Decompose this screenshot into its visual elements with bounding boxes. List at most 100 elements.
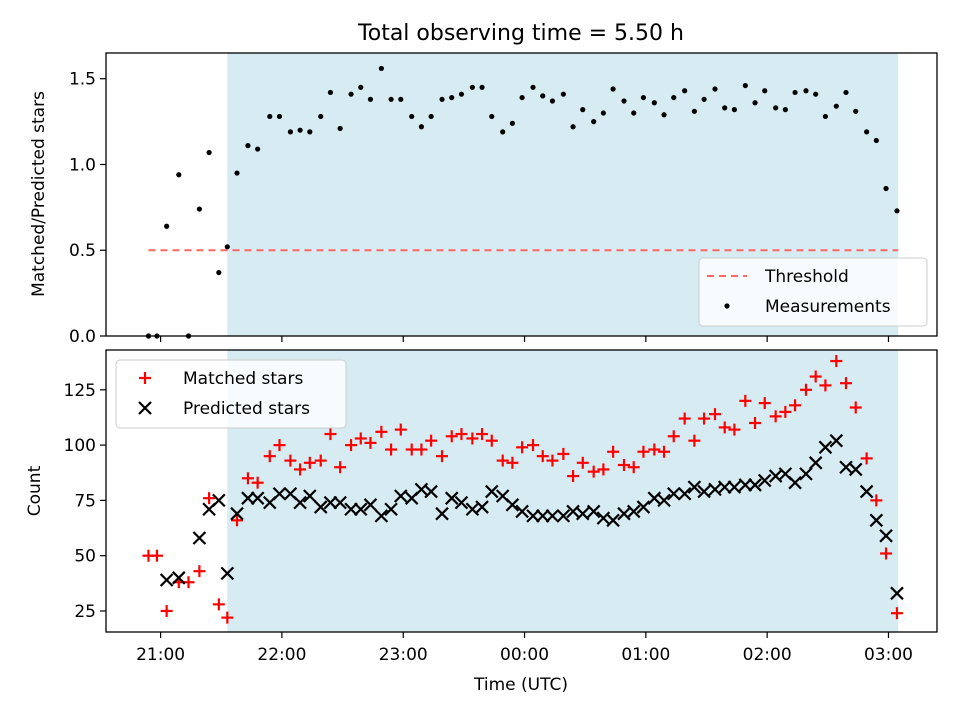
measurement-point (439, 96, 445, 102)
x-tick-label: 23:00 (379, 645, 428, 665)
measurement-point (388, 96, 394, 102)
predicted-star-point (545, 509, 560, 523)
measurement-point (864, 129, 870, 135)
predicted-star-point (241, 491, 255, 505)
measurement-point (216, 269, 222, 276)
matched-star-point (576, 456, 589, 469)
matched-star-point (718, 421, 731, 434)
measurement-point (651, 100, 657, 106)
matched-star-point (799, 383, 812, 396)
matched-star-point (375, 425, 388, 438)
matched-star-point (203, 492, 216, 505)
threshold-legend-label: Threshold (764, 267, 849, 287)
predicted-star-point (636, 500, 651, 514)
matched-legend-label: Matched stars (183, 369, 303, 389)
matched-star-point (678, 412, 691, 425)
measurement-point (691, 108, 697, 114)
predicted-star-point (677, 486, 692, 501)
bottom-legend: Matched stars Predicted stars (115, 359, 347, 429)
measurement-point (591, 119, 597, 125)
chart-title: Total observing time = 5.50 h (357, 21, 684, 46)
measurement-point (803, 88, 809, 94)
predicted-star-point (799, 467, 813, 481)
matched-star-point (880, 547, 893, 560)
measurement-point (560, 91, 566, 97)
measurement-point (418, 124, 425, 130)
predicted-star-point (818, 440, 833, 455)
predicted-star-point (859, 484, 874, 499)
predicted-star-point (344, 502, 358, 517)
top-panel: 0.0 0.5 1.0 1.5 Matched/Predicted stars Thr… (29, 52, 938, 347)
measurement-point (458, 91, 465, 97)
matched-star-point (303, 456, 316, 469)
predicted-star-point (192, 531, 207, 545)
y-tick-label: 25 (74, 602, 96, 622)
measurement-point (489, 113, 495, 120)
top-axes-frame (105, 52, 938, 337)
top-plot-marks (145, 65, 900, 339)
measurement-point (682, 88, 688, 94)
matched-star-point (698, 412, 711, 425)
matched-star-point (445, 430, 458, 443)
matched-star-point (769, 410, 782, 423)
matched-star-point (506, 456, 519, 469)
matched-star-point (597, 463, 610, 476)
predicted-star-point (535, 509, 550, 523)
measurement-point (519, 94, 525, 101)
measurement-point (276, 113, 283, 120)
matched-star-point (648, 443, 661, 456)
x-tick-label: 02:00 (743, 645, 792, 665)
matched-star-point (436, 450, 449, 463)
matched-star-point (688, 434, 701, 447)
measurement-point (469, 84, 475, 90)
bottom-axes-frame (105, 349, 938, 633)
predicted-star-point (394, 489, 408, 503)
predicted-star-point (717, 480, 732, 494)
matched-star-point (485, 434, 498, 447)
measurement-point (742, 82, 748, 89)
top-legend-box (698, 257, 928, 327)
measurement-point (479, 84, 485, 90)
measurement-point (610, 86, 616, 92)
bottom-y-axis-label: Count (25, 465, 45, 516)
predicted-star-point (172, 571, 186, 585)
measurement-point (337, 125, 343, 132)
matched-star-point (212, 598, 225, 611)
bottom-plot-marks (142, 355, 904, 624)
measurement-point (873, 137, 879, 144)
measurement-point (367, 96, 374, 102)
predicted-star-point (515, 504, 529, 519)
matched-star-point (618, 459, 631, 472)
predicted-star-point (666, 486, 681, 501)
measurement-point (822, 113, 828, 120)
y-tick-label: 1.5 (69, 70, 96, 90)
measurement-point (164, 223, 170, 229)
measurement-point (792, 89, 798, 96)
measurement-point (348, 91, 354, 97)
matched-legend-swatch (139, 372, 151, 384)
y-tick-label: 125 (64, 381, 96, 401)
measurement-point (600, 110, 606, 116)
measurement-point (640, 94, 647, 101)
bottom-axis: 21:00 22:00 23:00 00:00 01:00 02:00 03:00 25 50 7… (64, 381, 913, 665)
bottom-panel: 21:00 22:00 23:00 00:00 01:00 02:00 03:00 25 50 7… (25, 349, 938, 695)
predicted-star-point (475, 500, 489, 514)
matched-star-point (496, 454, 509, 467)
predicted-star-point (829, 433, 844, 448)
measurement-point (196, 206, 203, 212)
predicted-star-point (485, 484, 499, 499)
predicted-star-point (353, 502, 368, 517)
measurement-point (712, 86, 718, 92)
matched-star-point (860, 452, 873, 465)
measurement-point (570, 124, 576, 130)
matched-star-point (160, 604, 173, 617)
matched-star-point (627, 461, 640, 474)
predicted-star-point (556, 509, 571, 523)
matched-star-point (241, 472, 254, 485)
measurement-point (358, 84, 364, 90)
matched-star-point (809, 370, 822, 383)
matched-star-point (840, 377, 853, 390)
matched-star-point (739, 394, 752, 407)
predicted-star-point (303, 489, 317, 503)
